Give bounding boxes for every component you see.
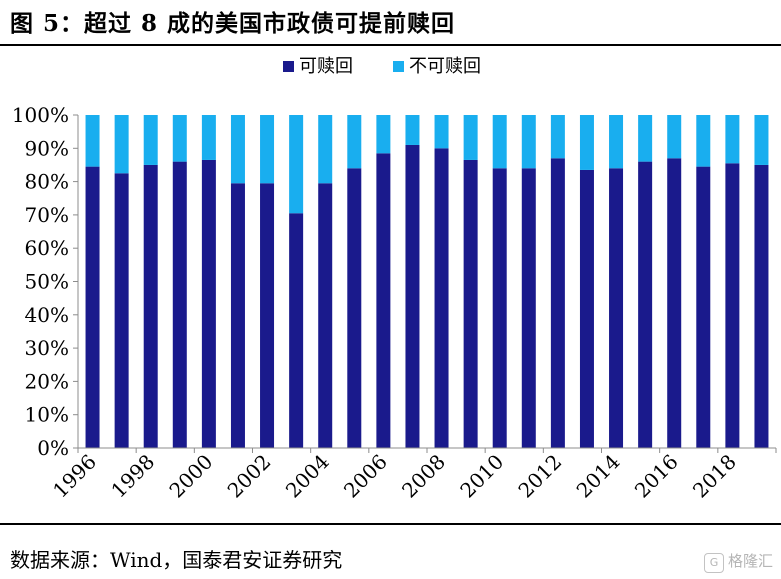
bar-callable-2012 [550, 158, 565, 449]
bar-callable-2017 [696, 166, 711, 448]
bar-callable-1999 [172, 161, 187, 448]
bar-callable-2016 [667, 158, 682, 449]
bar-callable-1997 [114, 173, 129, 448]
bar-callable-2000 [201, 159, 216, 448]
legend-label-callable: 可赎回 [299, 56, 353, 77]
y-tick-label: 90% [25, 136, 69, 160]
bar-non-callable-2011 [521, 115, 536, 169]
bar-callable-2003 [289, 213, 304, 448]
bar-non-callable-2014 [609, 115, 624, 169]
bar-callable-2007 [405, 144, 420, 448]
y-tick-label: 20% [25, 369, 69, 393]
page-title: 图 5：超过 8 成的美国市政债可提前赎回 [10, 10, 456, 37]
x-tick-label: 2018 [688, 450, 741, 503]
bars [85, 115, 769, 449]
legend-swatch-callable [283, 61, 294, 72]
x-tick-label: 2008 [397, 450, 450, 503]
bar-non-callable-2008 [434, 115, 449, 149]
bar-callable-2008 [434, 148, 449, 449]
bar-non-callable-2016 [667, 115, 682, 159]
y-tick-label: 60% [25, 236, 69, 260]
bar-non-callable-2019 [754, 115, 769, 165]
bar-callable-2009 [463, 159, 478, 448]
bar-callable-1998 [143, 164, 158, 448]
watermark-text: 格隆汇 [727, 552, 773, 570]
bar-non-callable-2018 [725, 115, 740, 164]
bar-non-callable-2003 [289, 115, 304, 214]
bar-non-callable-1998 [143, 115, 158, 165]
bar-non-callable-2012 [550, 115, 565, 159]
bar-non-callable-2001 [230, 115, 245, 184]
bar-non-callable-2017 [696, 115, 711, 167]
title-rule [0, 44, 781, 46]
bar-non-callable-2005 [347, 115, 362, 169]
y-tick-label: 10% [25, 403, 69, 427]
watermark: G 格隆汇 [703, 550, 773, 573]
bar-non-callable-2013 [579, 115, 594, 170]
x-axis: 1996 1998 2000 2002 2004 2006 2008 2010 2012 2014… [48, 447, 777, 503]
bar-non-callable-2015 [638, 115, 653, 162]
bar-non-callable-2000 [201, 115, 216, 160]
bar-non-callable-1999 [172, 115, 187, 162]
bar-callable-1996 [85, 166, 100, 448]
bar-non-callable-2006 [376, 115, 391, 154]
bar-callable-2006 [376, 153, 391, 449]
x-tick-label: 2004 [281, 450, 334, 503]
bar-callable-2018 [725, 163, 740, 449]
legend-swatch-non-callable [393, 61, 404, 72]
y-tick-label: 70% [25, 203, 69, 227]
y-tick-label: 80% [25, 170, 69, 194]
bar-non-callable-2007 [405, 115, 420, 145]
x-tick-label: 2000 [164, 450, 217, 503]
legend-label-non-callable: 不可赎回 [409, 56, 481, 77]
x-tick-label: 2016 [630, 450, 683, 503]
y-tick-label: 30% [25, 336, 69, 360]
y-tick-label: 50% [25, 270, 69, 294]
bar-callable-2010 [492, 168, 507, 448]
bar-non-callable-2010 [492, 115, 507, 169]
bar-non-callable-1997 [114, 115, 129, 174]
bar-non-callable-2009 [463, 115, 478, 160]
y-tick-label: 0% [37, 436, 69, 460]
bar-callable-2005 [347, 168, 362, 448]
bar-callable-2002 [260, 183, 275, 448]
x-tick-label: 1998 [106, 450, 159, 503]
bar-callable-2013 [579, 169, 594, 448]
legend: 可赎回 不可赎回 [283, 56, 481, 77]
gelonghui-logo-icon: G [703, 553, 724, 573]
x-tick-label: 2014 [572, 450, 625, 503]
bar-callable-2014 [609, 168, 624, 448]
bar-non-callable-2002 [260, 115, 275, 184]
source-note: 数据来源：Wind，国泰君安证券研究 [10, 548, 343, 572]
bar-callable-2004 [318, 183, 333, 448]
bar-non-callable-1996 [85, 115, 100, 167]
y-tick-label: 100% [12, 103, 69, 127]
x-tick-label: 2006 [339, 450, 392, 503]
bar-callable-2001 [230, 183, 245, 448]
y-axis: 0% 10% 20% 30% 40% 50% 60% 70% 80% 90% 100% [12, 103, 79, 460]
x-tick-label: 2010 [455, 450, 508, 503]
x-tick-label: 2002 [223, 450, 276, 503]
bar-callable-2011 [521, 168, 536, 448]
bar-callable-2019 [754, 164, 769, 448]
y-tick-label: 40% [25, 303, 69, 327]
bar-callable-2015 [638, 161, 653, 448]
x-tick-label: 2012 [513, 450, 566, 503]
footer-rule [0, 523, 781, 525]
bar-non-callable-2004 [318, 115, 333, 184]
